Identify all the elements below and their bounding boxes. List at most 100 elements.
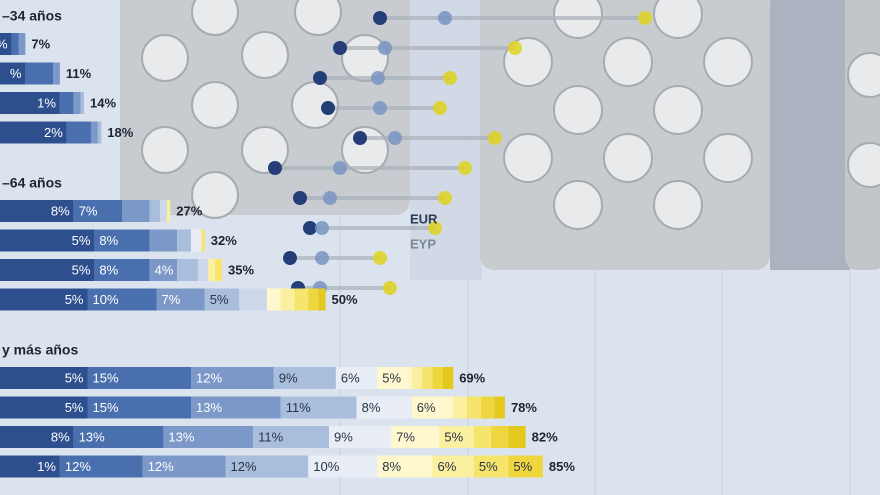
- bar-segment: [208, 259, 216, 281]
- bar-segment: [11, 33, 19, 55]
- bar-segment: [422, 367, 433, 389]
- segment-label: 8%: [99, 233, 118, 248]
- bar-segment: [480, 396, 495, 419]
- bar-segment: [391, 426, 440, 448]
- dots: [268, 11, 652, 295]
- bar-segment: [87, 367, 191, 389]
- bar-segment: [0, 92, 60, 114]
- bar-segment: [73, 426, 164, 448]
- bar-segment: [156, 288, 205, 311]
- bar-segment: [163, 426, 254, 448]
- bar-segment: [25, 62, 53, 85]
- segment-label: 7%: [162, 292, 181, 307]
- segment-label: 9%: [279, 370, 298, 385]
- bar-segment: [87, 288, 157, 311]
- bar-segment: [411, 367, 423, 389]
- bar-segment: [80, 92, 85, 114]
- bar-segment: [491, 426, 509, 448]
- bar-segment: [335, 367, 378, 389]
- bar-segment: [53, 62, 60, 85]
- bar-segment: [166, 200, 171, 222]
- segment-label: 11%: [286, 400, 311, 415]
- segment-label: 12%: [196, 370, 222, 385]
- bar-segment: [318, 288, 326, 311]
- segment-label: 5%: [444, 429, 463, 444]
- bar-segment: [294, 288, 309, 311]
- bar-chart: –34 años%7%%11%1%14%2%18%–64 años8%7%27%…: [0, 8, 575, 478]
- bar-segment: [467, 396, 481, 419]
- banknote-text: EUR: [410, 211, 438, 226]
- bar-segment: [508, 426, 526, 448]
- total-label: 18%: [107, 125, 133, 140]
- bar-segment: [149, 259, 178, 281]
- bar-segment: [432, 455, 474, 478]
- bar-segment: [253, 426, 329, 448]
- bar-segment: [0, 33, 12, 55]
- segment-label: 1%: [37, 95, 56, 110]
- total-label: 14%: [90, 95, 116, 110]
- segment-label: 13%: [168, 429, 194, 444]
- segment-label: 8%: [51, 203, 70, 218]
- total-label: 11%: [66, 66, 92, 81]
- segment-label: 5%: [72, 233, 91, 248]
- segment-label: 5%: [210, 292, 229, 307]
- segment-label: 6%: [341, 370, 360, 385]
- bar-segment: [308, 455, 378, 478]
- segment-label: 2%: [44, 125, 63, 140]
- group-title: y más años: [2, 342, 78, 358]
- bar-segment: [473, 426, 492, 448]
- segment-label: 15%: [93, 400, 119, 415]
- bar-segment: [266, 288, 281, 311]
- bar-segment: [97, 121, 102, 144]
- bar-segment: [308, 288, 319, 311]
- bar-segment: [273, 367, 336, 389]
- total-label: 7%: [31, 36, 50, 51]
- segment-label: 7%: [79, 203, 98, 218]
- blister-pack: [845, 0, 880, 270]
- segment-label: 4%: [155, 262, 174, 277]
- total-label: 32%: [211, 233, 237, 248]
- bar-segment: [0, 396, 88, 419]
- segment-label: 8%: [362, 400, 381, 415]
- segment-label: 1%: [37, 459, 56, 474]
- segment-label: 5%: [65, 370, 84, 385]
- bar-segment: [201, 229, 205, 252]
- segment-label: 8%: [99, 262, 118, 277]
- segment-label: 13%: [79, 429, 105, 444]
- bar-segment: [432, 367, 443, 389]
- bar-segment: [73, 200, 122, 222]
- segment-label: 12%: [148, 459, 174, 474]
- bar-segment: [177, 229, 191, 252]
- segment-label: 15%: [93, 370, 119, 385]
- bar-segment: [94, 229, 150, 252]
- bar-segment: [494, 396, 505, 419]
- total-label: 50%: [332, 292, 358, 307]
- segment-label: 11%: [258, 429, 283, 444]
- bar-segment: [0, 259, 95, 281]
- segment-label: 5%: [513, 459, 532, 474]
- bar-segment: [18, 33, 26, 55]
- bar-segment: [239, 288, 267, 311]
- bar-segment: [356, 396, 412, 419]
- segment-label: 12%: [231, 459, 257, 474]
- segment-label: 5%: [65, 400, 84, 415]
- bar-segment: [329, 426, 392, 448]
- bar-segment: [159, 200, 167, 222]
- segment-label: 6%: [438, 459, 457, 474]
- total-label: 82%: [532, 429, 558, 444]
- total-label: 35%: [228, 262, 254, 277]
- segment-label: 12%: [65, 459, 91, 474]
- bar-segment: [280, 396, 357, 419]
- bar-segment: [0, 62, 26, 85]
- bar-segment: [94, 259, 150, 281]
- bar-segment: [66, 121, 91, 144]
- bar-segment: [0, 121, 67, 144]
- total-label: 78%: [511, 400, 537, 415]
- bar-segment: [177, 259, 198, 281]
- bar-segment: [225, 455, 309, 478]
- segment-label: 8%: [382, 459, 401, 474]
- bar-segment: [191, 229, 202, 252]
- total-label: 85%: [549, 459, 575, 474]
